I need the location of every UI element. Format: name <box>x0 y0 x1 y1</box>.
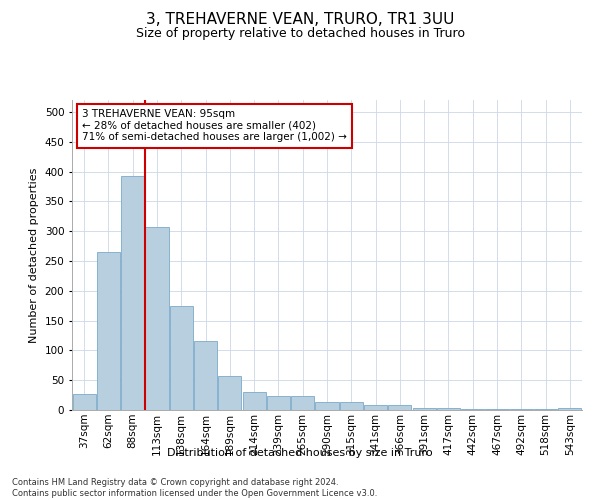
Text: Size of property relative to detached houses in Truro: Size of property relative to detached ho… <box>136 28 464 40</box>
Bar <box>242 392 266 410</box>
Text: Contains HM Land Registry data © Crown copyright and database right 2024.
Contai: Contains HM Land Registry data © Crown c… <box>12 478 377 498</box>
Bar <box>267 396 290 410</box>
Bar <box>559 408 581 410</box>
Bar <box>73 394 95 410</box>
Text: 3, TREHAVERNE VEAN, TRURO, TR1 3UU: 3, TREHAVERNE VEAN, TRURO, TR1 3UU <box>146 12 454 28</box>
Bar <box>145 227 169 410</box>
Bar <box>97 252 120 410</box>
Bar <box>413 408 436 410</box>
Bar <box>218 376 241 410</box>
Text: Distribution of detached houses by size in Truro: Distribution of detached houses by size … <box>167 448 433 458</box>
Bar <box>194 342 217 410</box>
Bar <box>121 176 144 410</box>
Bar <box>340 402 363 410</box>
Y-axis label: Number of detached properties: Number of detached properties <box>29 168 39 342</box>
Bar <box>291 396 314 410</box>
Text: 3 TREHAVERNE VEAN: 95sqm
← 28% of detached houses are smaller (402)
71% of semi-: 3 TREHAVERNE VEAN: 95sqm ← 28% of detach… <box>82 110 347 142</box>
Bar <box>170 306 193 410</box>
Bar <box>388 405 412 410</box>
Bar <box>461 409 484 410</box>
Bar <box>437 408 460 410</box>
Bar <box>316 402 338 410</box>
Bar <box>364 405 387 410</box>
